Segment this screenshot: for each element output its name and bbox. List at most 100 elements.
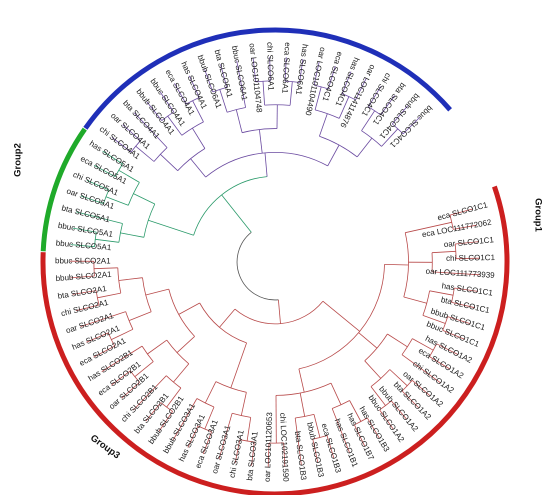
branch-arc: [226, 107, 246, 113]
branch-radial: [384, 264, 409, 266]
branch-radial: [299, 392, 306, 417]
branch-radial: [80, 195, 104, 204]
branch-radial: [389, 369, 408, 387]
branch-radial: [331, 408, 350, 454]
branch-radial: [327, 144, 340, 167]
branch-radial: [361, 110, 376, 131]
branch-radial: [118, 169, 140, 183]
branch-radial: [405, 221, 452, 234]
leaf-label: bta SLCO1B3: [293, 431, 308, 482]
branch-arc: [370, 369, 391, 387]
group3-arc: [40, 127, 87, 252]
branch-arc: [166, 339, 190, 365]
branch-radial: [192, 127, 206, 149]
branch-radial: [429, 356, 451, 370]
branch-arc: [196, 398, 215, 408]
branch-arc: [298, 264, 385, 370]
branch-radial: [289, 81, 293, 106]
branch-arc: [236, 231, 279, 301]
branch-radial: [330, 382, 342, 405]
branch-radial: [278, 299, 281, 324]
leaf-label: bbuc SLCO2A1: [55, 256, 111, 265]
branch-radial: [202, 431, 212, 455]
branch-arc: [130, 140, 141, 153]
leaf-label: chi SLCO6A1: [265, 42, 275, 91]
branch-arc: [403, 232, 409, 298]
branch-radial: [267, 442, 270, 467]
branch-radial: [298, 368, 305, 393]
branch-radial: [148, 219, 194, 236]
branch-radial: [442, 330, 465, 340]
branch-radial: [188, 75, 200, 98]
branch-radial: [204, 69, 214, 93]
group3-label: Group3: [88, 433, 122, 462]
branch-arc: [234, 300, 324, 325]
branch-radial: [251, 441, 255, 466]
branch-radial: [178, 302, 200, 315]
branch-radial: [133, 375, 167, 411]
branch-radial: [401, 354, 441, 384]
branch-radial: [422, 315, 446, 324]
branch-radial: [86, 332, 109, 343]
branch-radial: [102, 150, 123, 165]
branch-radial: [134, 112, 168, 148]
branch-radial: [449, 208, 474, 216]
branch-radial: [454, 287, 478, 292]
group-arcs: [40, 27, 510, 495]
leaf-label: has SLCO6A1: [294, 43, 310, 95]
branch-arc: [255, 80, 271, 83]
branch-radial: [145, 288, 169, 296]
leaf-label: oar LOC111773939: [425, 267, 495, 280]
branch-radial: [173, 363, 190, 383]
tree-branches: [69, 57, 481, 467]
branch-radial: [190, 158, 207, 178]
branch-radial: [94, 165, 116, 178]
branch-radial: [122, 124, 141, 141]
branch-radial: [326, 435, 335, 459]
branch-radial: [230, 342, 247, 389]
branch-radial: [128, 311, 152, 321]
branch-radial: [93, 345, 115, 358]
branch-radial: [240, 392, 247, 416]
branch-radial: [447, 316, 471, 325]
branch-radial: [370, 386, 386, 406]
branch-arc: [125, 311, 134, 330]
branch-radial: [70, 244, 95, 248]
branch-radial: [118, 277, 143, 281]
branch-radial: [356, 137, 373, 158]
branch-arc: [332, 400, 350, 409]
branch-radial: [299, 58, 304, 83]
branch-radial: [456, 257, 481, 260]
branch-radial: [135, 145, 155, 162]
branch-arc: [153, 147, 168, 162]
leaf-label: has SLCO1C1: [441, 281, 494, 297]
branch-radial: [75, 304, 100, 312]
branch-radial: [167, 115, 183, 136]
branch-radial: [145, 402, 162, 422]
branch-radial: [160, 154, 178, 171]
branch-arc: [354, 417, 368, 426]
branch-radial: [429, 290, 454, 296]
leaf-label: bbuc SLCO5A1: [57, 221, 114, 239]
branch-radial: [262, 81, 265, 106]
branch-radial: [368, 86, 382, 108]
branch-arc: [205, 152, 328, 178]
branch-arc: [199, 302, 247, 344]
branch-radial: [105, 196, 129, 206]
branch-arc: [166, 375, 182, 389]
branch-radial: [110, 370, 131, 386]
leaf-label: oar LOC101120653: [263, 412, 274, 482]
branch-radial: [101, 345, 143, 372]
branch-radial: [86, 180, 109, 191]
leaf-label: chi SLCO3A1: [228, 429, 246, 479]
branch-radial: [219, 89, 228, 113]
leaf-label: chi LOC102191590: [278, 413, 290, 483]
branch-radial: [402, 116, 421, 135]
branch-radial: [121, 382, 140, 399]
branch-radial: [354, 424, 366, 447]
branch-radial: [294, 417, 302, 466]
branch-radial: [172, 398, 198, 441]
branch-arc: [275, 382, 332, 396]
branch-radial: [349, 400, 362, 422]
